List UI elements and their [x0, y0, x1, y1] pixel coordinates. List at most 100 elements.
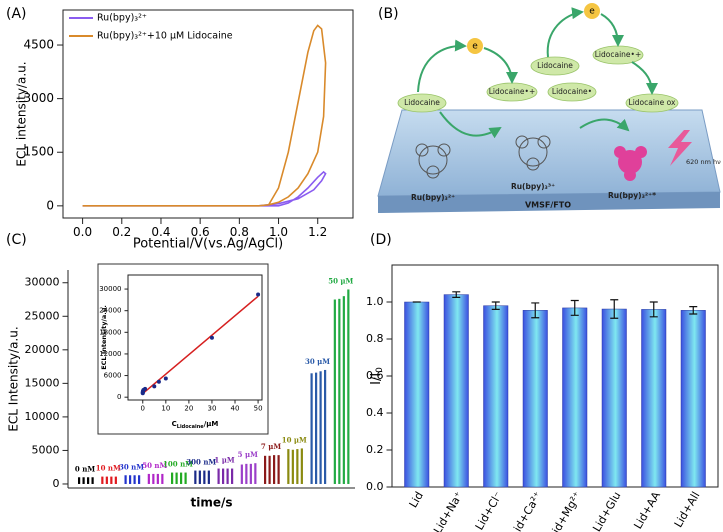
spike: [291, 449, 294, 484]
y-tick-label: 0.0: [366, 480, 384, 493]
spike: [287, 449, 290, 484]
spike: [333, 299, 336, 484]
spike: [124, 475, 127, 484]
spike: [273, 455, 276, 484]
x-tick-label: 10: [161, 404, 170, 412]
species: [530, 56, 580, 76]
y-tick-label: 0: [117, 393, 121, 401]
x-tick-label: Lid+Mg²⁺: [547, 489, 584, 532]
point: [209, 335, 214, 340]
electron-label: e: [472, 42, 478, 52]
electron: [467, 38, 483, 54]
group-label: 5 μM: [238, 450, 258, 459]
x-tick-label: Lid+Glu: [590, 490, 623, 532]
spike: [338, 298, 341, 484]
bar: [680, 310, 706, 488]
x-tick-label: 1.2: [308, 225, 327, 239]
spike: [342, 296, 345, 484]
panel-label: (A): [6, 6, 27, 22]
arrow: [483, 47, 518, 84]
y-axis-label: ECL Intensity/a.u.: [7, 326, 21, 431]
bar: [562, 307, 588, 488]
error-bar: [452, 291, 461, 298]
species-label: Ru(bpy)₃²⁺*: [608, 191, 656, 200]
x-tick-label: Lid+All: [672, 490, 703, 530]
arrow: [439, 111, 502, 139]
y-tick-label: 0.4: [366, 406, 384, 419]
spike: [87, 477, 90, 484]
y-tick-label: 1.0: [366, 295, 384, 308]
group-label: 100 nM: [163, 460, 193, 469]
y-tick-label: 1500: [23, 145, 54, 159]
species-label: Lidocaine: [537, 61, 573, 70]
spike: [91, 477, 94, 484]
x-tick-label: 0.4: [151, 225, 170, 239]
y-axis-label-sub: 0: [375, 367, 385, 373]
y-axis-label: ECL intensity/a.u.: [15, 61, 29, 166]
y-tick-label: 6000: [104, 372, 122, 380]
x-tick-label: 50: [254, 404, 263, 412]
electron: [584, 3, 600, 19]
spike: [296, 449, 299, 484]
y-tick-label: 5000: [32, 443, 60, 456]
error-bar: [570, 299, 579, 316]
arrow: [546, 7, 584, 58]
spike: [319, 371, 322, 484]
spike: [161, 473, 164, 484]
x-axis-label: CLidocaine/μM: [172, 420, 219, 430]
plot-frame: [127, 274, 263, 401]
spike: [268, 455, 271, 484]
spike: [310, 373, 313, 484]
spike: [105, 476, 108, 484]
point: [143, 386, 148, 391]
x-tick-label: 40: [231, 404, 240, 412]
spike: [254, 463, 257, 484]
spike: [231, 468, 234, 484]
error-bar: [689, 306, 698, 315]
y-tick-label: 0.8: [366, 332, 384, 345]
spike: [129, 475, 132, 484]
molecule: [415, 135, 551, 179]
x-tick-label: 0.0: [73, 225, 92, 239]
spike: [171, 472, 174, 484]
group-label: 30 nM: [119, 462, 144, 471]
spike: [245, 463, 248, 484]
spike: [138, 475, 141, 484]
group-label: 50 μM: [328, 276, 353, 285]
panel-label: (D): [370, 232, 392, 248]
x-axis-label-main: C: [172, 420, 177, 428]
y-tick-label: 4500: [23, 38, 54, 52]
y-tick-label: 10000: [25, 410, 60, 423]
x-tick-label: Lid+Na⁺: [431, 489, 465, 532]
x-axis-label-sub: Lidocaine: [177, 424, 205, 430]
point: [256, 292, 261, 297]
y-tick-label: 3000: [23, 91, 54, 105]
legend-label: Ru(bpy)₃²⁺: [97, 13, 147, 24]
emission-bolt: [668, 130, 692, 166]
group-label: 1 μM: [214, 456, 234, 465]
spike: [156, 473, 159, 484]
group-label: 0 nM: [75, 464, 95, 473]
spike: [217, 468, 220, 484]
bar: [443, 294, 469, 488]
species-label: Lidocaine•+: [489, 87, 536, 96]
spike: [78, 477, 81, 484]
spike: [180, 472, 183, 484]
spike: [249, 463, 252, 484]
spike: [198, 470, 201, 484]
spike: [222, 468, 225, 484]
y-axis-label: ECL Intensity/a.u.: [100, 305, 108, 370]
x-tick-label: 30: [207, 404, 216, 412]
group-label: 10 nM: [96, 464, 121, 473]
error-bar: [531, 302, 540, 319]
spike: [324, 369, 327, 484]
x-tick-label: Lid+Ca²⁺: [508, 489, 544, 532]
spike: [226, 468, 229, 484]
x-tick-label: Lid+Cl⁻: [473, 489, 505, 532]
spike: [264, 455, 267, 484]
x-tick-label: 1.0: [269, 225, 288, 239]
species-label: Ru(bpy)₃²⁺: [411, 193, 455, 202]
y-axis-label-main: I/I: [369, 373, 384, 385]
legend-label: Ru(bpy)₃²⁺+10 μM Lidocaine: [97, 31, 233, 42]
